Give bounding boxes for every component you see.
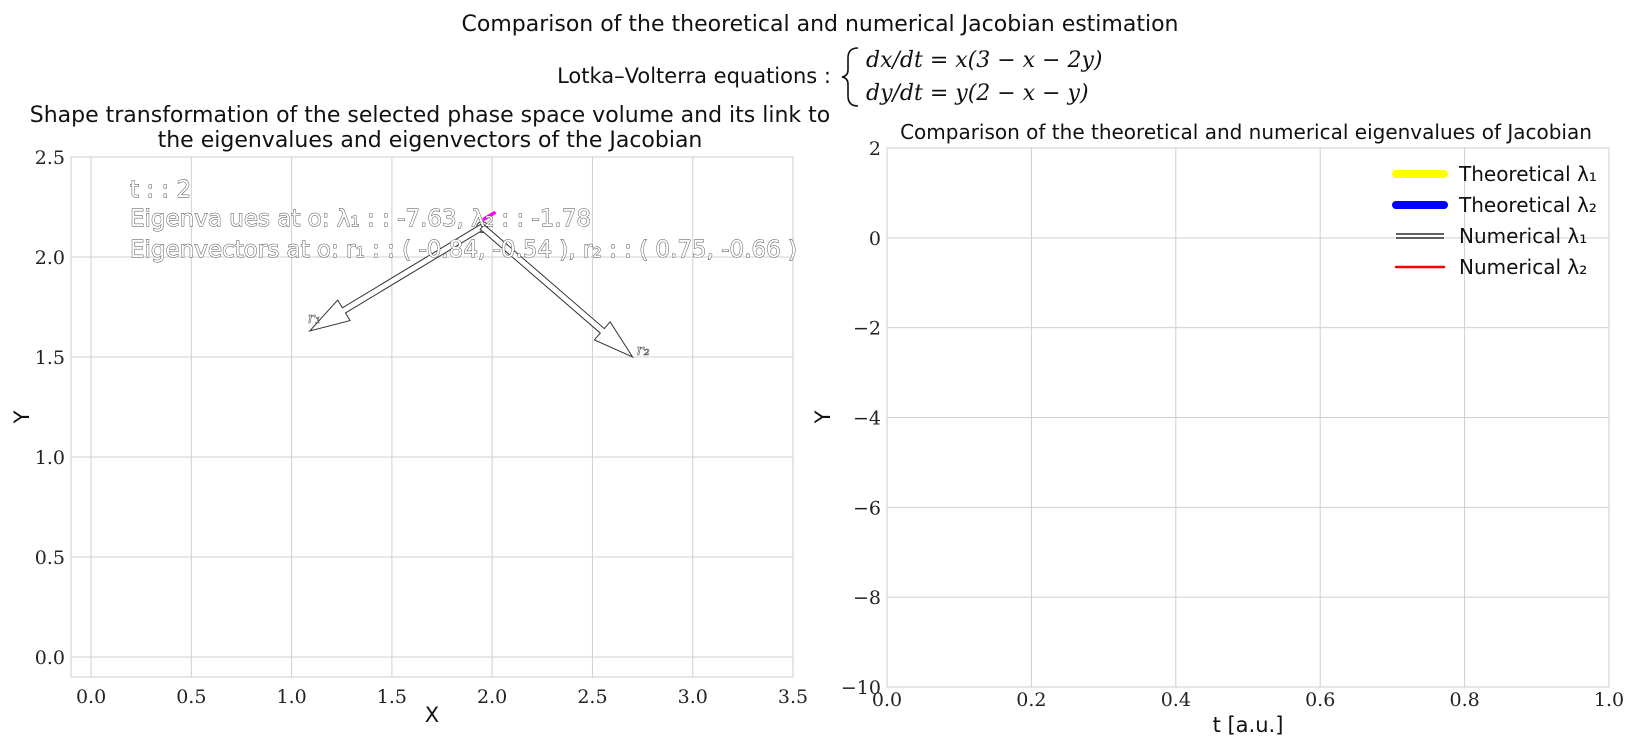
eigenvalue-comparison-axes: Comparison of the theoretical and numeri… (811, 120, 1624, 737)
left-xtick-label: 1.0 (277, 686, 307, 708)
legend-entry: Theoretical λ₁ (1392, 162, 1597, 186)
legend-label: Numerical λ₂ (1459, 255, 1587, 279)
left-ytick-label: 0.0 (35, 647, 65, 669)
left-ytick-label: 1.0 (35, 447, 65, 469)
right-xlabel: t [a.u.] (1213, 713, 1284, 737)
legend-entry: Theoretical λ₂ (1392, 193, 1597, 217)
left-xtick-label: 3.0 (678, 686, 708, 708)
left-xtick-label: 2.5 (577, 686, 607, 708)
right-ytick-label: 0 (869, 228, 881, 250)
annotation-eigenvectors: Eigenvectors at o: r₁ : : ( -0.84, -0.54… (130, 237, 797, 263)
right-ylabel: Y (811, 410, 835, 424)
annotation-time: t : : 2 (130, 177, 191, 203)
right-ytick-label: −8 (853, 587, 881, 609)
right-xtick-label: 0.0 (872, 689, 902, 711)
eigenvector-arrow-1 (308, 223, 485, 332)
legend-label: Theoretical λ₁ (1458, 162, 1597, 186)
equations-label: Lotka–Volterra equations : (557, 64, 831, 88)
right-ytick-label: −6 (853, 497, 881, 519)
right-ytick-label: 2 (869, 138, 881, 160)
left-ytick-label: 0.5 (35, 547, 65, 569)
legend-label: Theoretical λ₂ (1458, 193, 1597, 217)
right-xtick-label: 1.0 (1594, 689, 1624, 711)
left-xtick-label: 2.0 (477, 686, 507, 708)
right-title: Comparison of the theoretical and numeri… (900, 120, 1592, 144)
left-title-line2: the eigenvalues and eigenvectors of the … (158, 128, 703, 153)
left-xtick-label: 1.5 (377, 686, 407, 708)
legend-entry: Numerical λ₂ (1394, 255, 1587, 279)
legend-entry: Numerical λ₁ (1396, 224, 1587, 248)
eigenvector-label-2: r₂ (637, 341, 650, 359)
transformed-volume-segment (482, 211, 496, 221)
left-marks: r₁ r₂ (307, 211, 650, 359)
equation-2: dy/dt = y(2 − x − y) (866, 81, 1089, 106)
right-xtick-label: 0.4 (1161, 689, 1191, 711)
left-ytick-label: 2.0 (35, 247, 65, 269)
phase-space-axes: Shape transformation of the selected pha… (10, 103, 830, 727)
right-ytick-label: −2 (853, 318, 881, 340)
right-ytick-label: −10 (841, 677, 881, 699)
right-ytick-label: −4 (853, 408, 881, 430)
equation-1: dx/dt = x(3 − x − 2y) (866, 48, 1103, 73)
left-ytick-label: 1.5 (35, 347, 65, 369)
eigenvector-label-1: r₁ (308, 309, 321, 327)
legend: Theoretical λ₁ Theoretical λ₂ Numerical λ₁… (1392, 162, 1597, 279)
right-plot-frame (886, 147, 1610, 688)
figure-title: Comparison of the theoretical and numeri… (462, 12, 1179, 37)
left-title-line1: Shape transformation of the selected pha… (30, 103, 830, 128)
legend-label: Numerical λ₁ (1459, 224, 1587, 248)
left-grid (71, 156, 794, 677)
left-xlabel: X (425, 703, 439, 727)
right-ticks: 0.0 0.2 0.4 0.6 0.8 1.0 2 0 −2 −4 −6 −8 −10 (841, 138, 1624, 711)
equation-brace (841, 47, 859, 107)
left-plot-frame (70, 156, 794, 678)
right-xtick-label: 0.6 (1305, 689, 1335, 711)
left-xtick-label: 0.5 (176, 686, 206, 708)
eigenvector-arrow-2 (479, 223, 634, 359)
right-xtick-label: 0.2 (1016, 689, 1046, 711)
left-ylabel: Y (10, 410, 34, 424)
right-xtick-label: 0.8 (1449, 689, 1479, 711)
left-ticks: 0.0 0.5 1.0 1.5 2.0 2.5 3.0 3.5 0.0 0.5 1.0 1.5 2.0 2… (35, 147, 808, 708)
left-xtick-label: 3.5 (778, 686, 808, 708)
annotation-eigenvalues: Eigenva ues at o: λ₁ : : -7.63, λ₂ : : -… (130, 206, 591, 232)
left-xtick-label: 0.0 (76, 686, 106, 708)
left-ytick-label: 2.5 (35, 147, 65, 169)
